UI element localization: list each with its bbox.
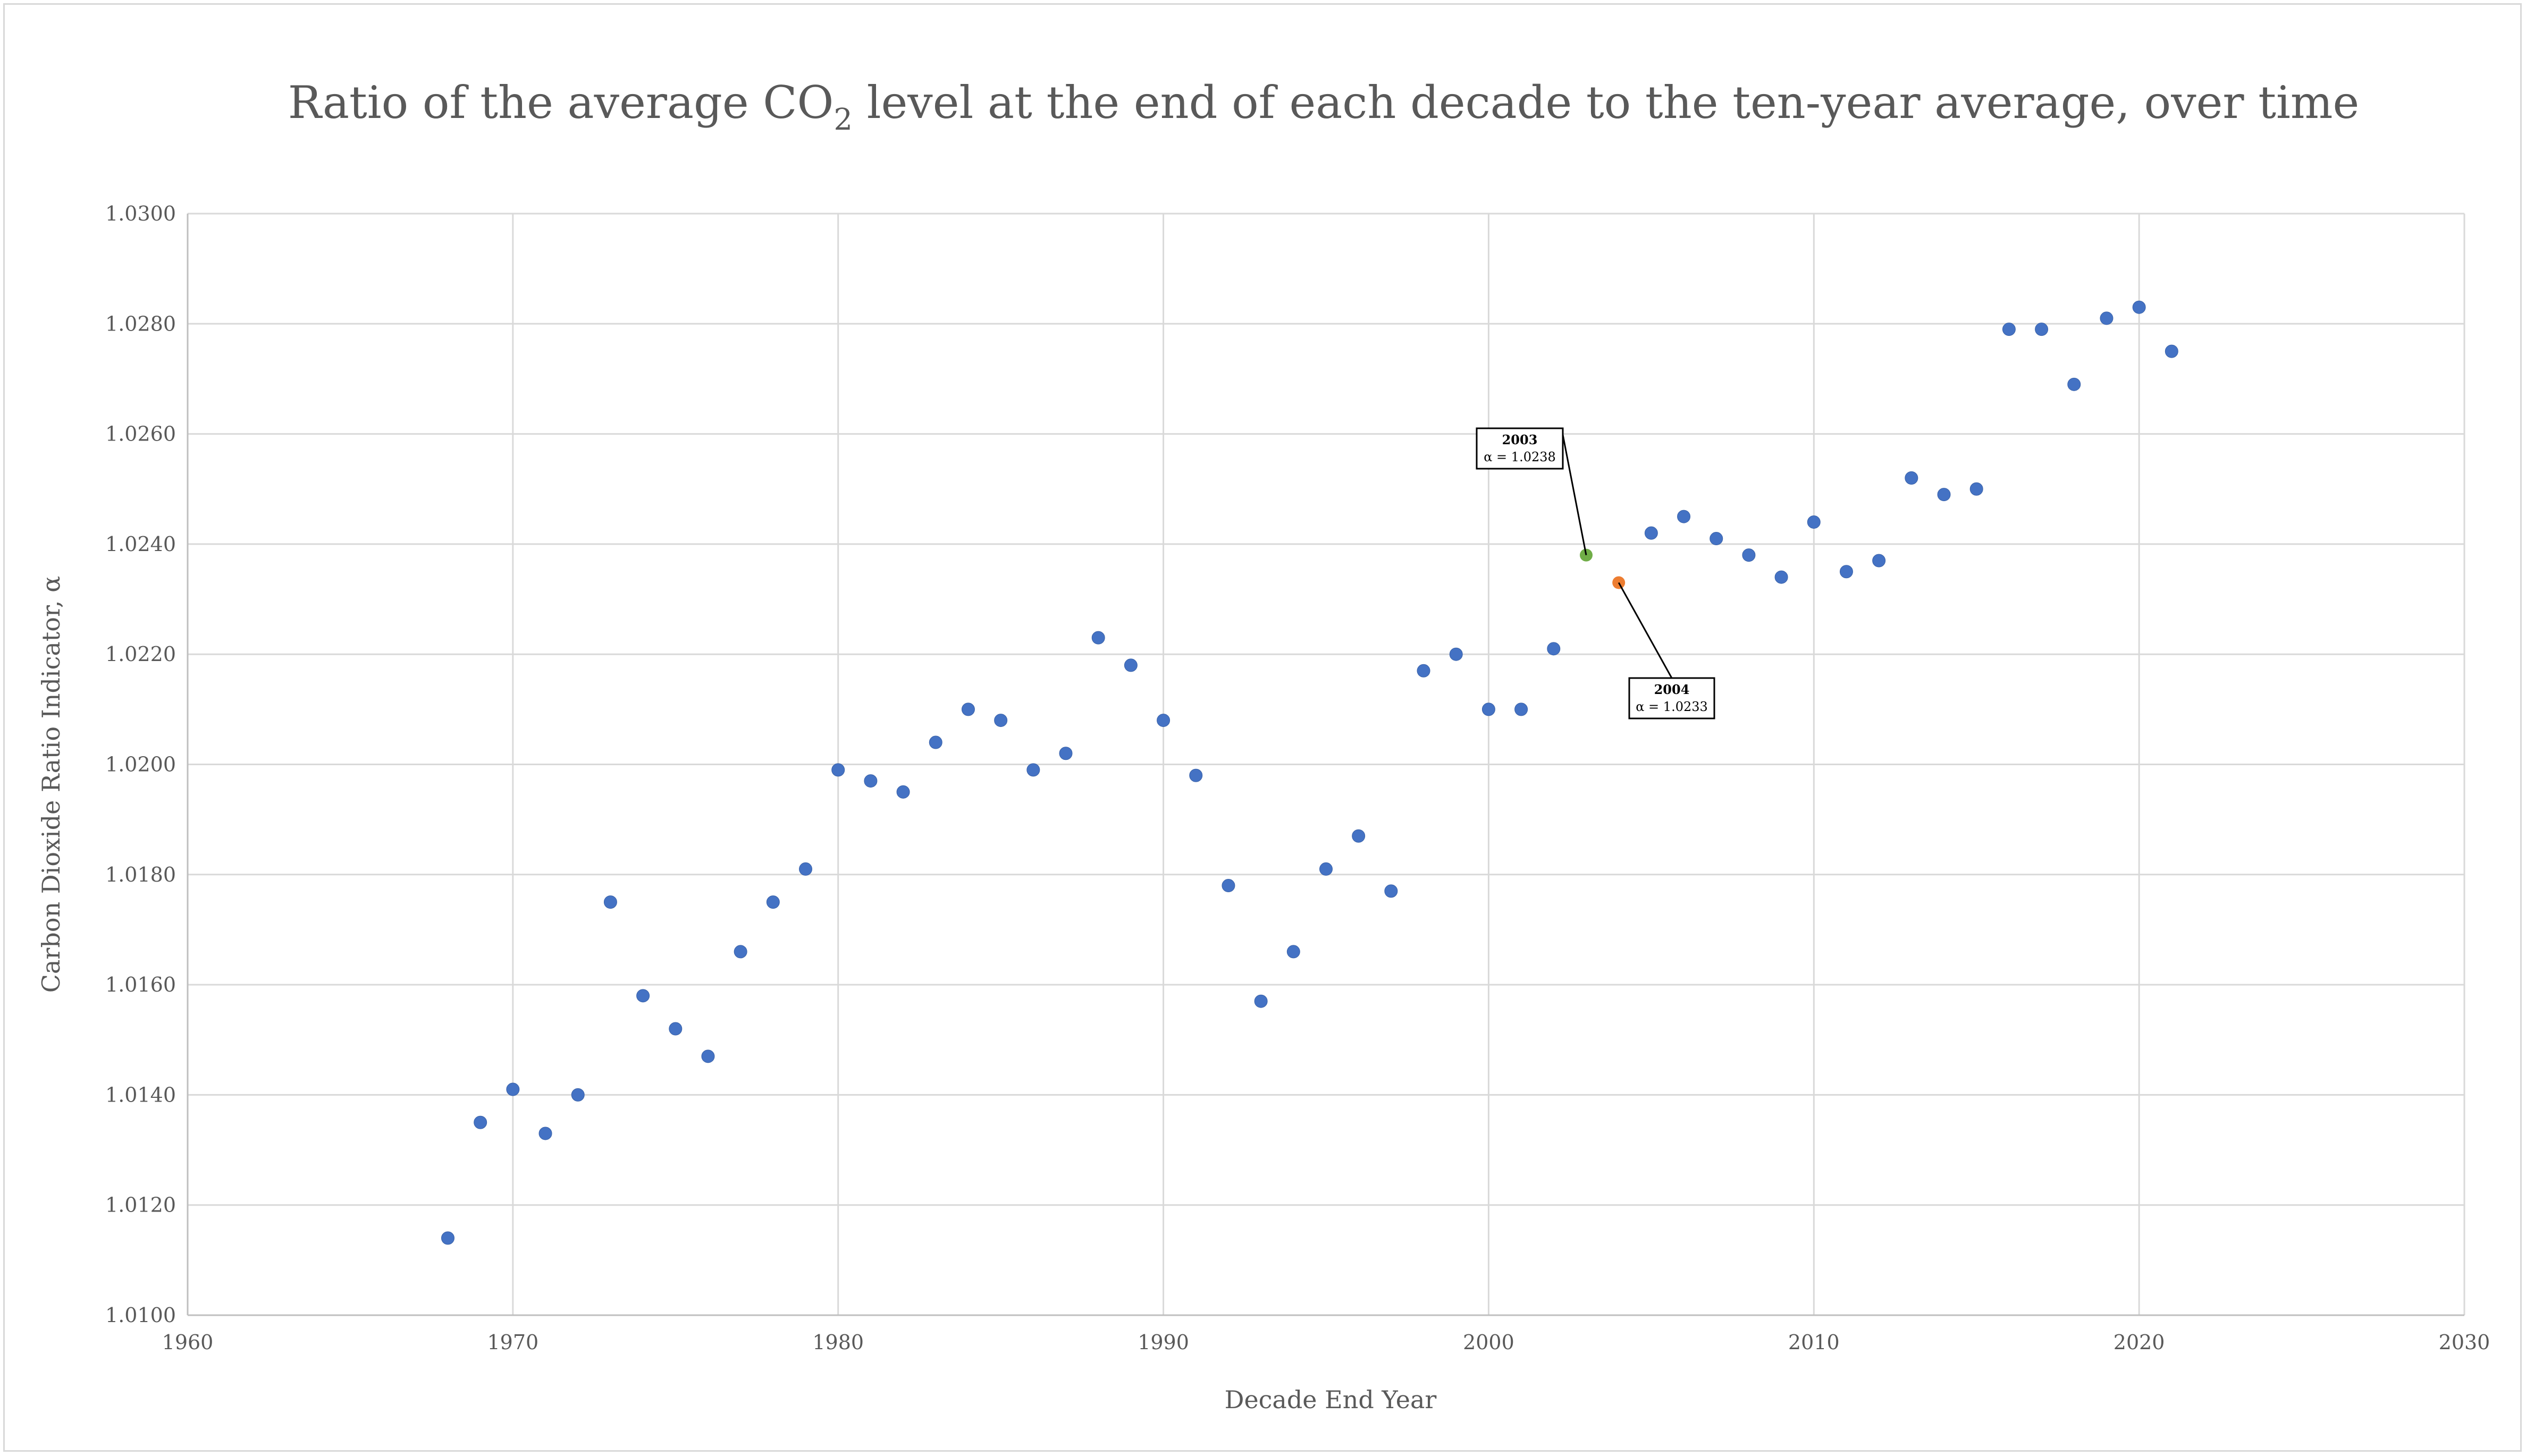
data-point — [896, 785, 910, 799]
data-point — [2165, 344, 2178, 358]
data-point — [603, 895, 617, 909]
data-point — [1124, 658, 1138, 672]
data-point — [701, 1049, 715, 1063]
callout-box — [1628, 677, 1715, 719]
x-tick-label: 2020 — [2114, 1331, 2165, 1354]
data-point — [538, 1127, 552, 1140]
y-tick-label: 1.0200 — [105, 753, 176, 776]
y-tick-label: 1.0120 — [105, 1193, 176, 1217]
callout-value-label: α = 1.0233 — [1636, 699, 1708, 714]
data-point — [474, 1115, 487, 1129]
data-point — [1677, 510, 1691, 523]
data-point — [734, 945, 747, 959]
data-point — [1839, 565, 1853, 579]
data-point — [1937, 488, 1951, 502]
data-point — [2100, 311, 2114, 325]
data-point — [506, 1082, 520, 1096]
data-point — [1059, 747, 1073, 760]
chart-title: Ratio of the average CO2 level at the en… — [288, 77, 2359, 137]
y-tick-label: 1.0220 — [105, 642, 176, 666]
y-tick-label: 1.0280 — [105, 312, 176, 335]
data-point — [961, 702, 975, 716]
data-point — [1352, 829, 1366, 843]
data-point — [1091, 631, 1105, 645]
y-axis-title: Carbon Dioxide Ratio Indicator, α — [37, 576, 65, 993]
data-point — [1514, 702, 1528, 716]
x-tick-label: 2030 — [2439, 1331, 2490, 1354]
chart-title-subscript: 2 — [833, 103, 853, 137]
data-point — [994, 714, 1008, 727]
y-tick-label: 1.0240 — [105, 532, 176, 556]
callout-value-label: α = 1.0238 — [1484, 450, 1556, 464]
data-point — [1807, 515, 1821, 529]
data-point — [1774, 570, 1788, 584]
x-tick-label: 1980 — [812, 1331, 864, 1354]
data-point — [929, 735, 942, 749]
callout-2004: 2004 α = 1.0233 — [1618, 582, 1715, 719]
data-point — [1157, 714, 1171, 727]
callout-year-label: 2003 — [1502, 432, 1538, 447]
callout-2003: 2003 α = 1.0238 — [1476, 427, 1587, 555]
data-point — [571, 1088, 585, 1102]
data-point — [636, 989, 650, 1003]
data-point — [2067, 377, 2081, 391]
data-point — [2132, 300, 2146, 314]
data-point — [799, 862, 813, 876]
chart-title-main: Ratio of the average CO — [288, 77, 834, 129]
callout-box — [1476, 427, 1564, 470]
x-axis-title: Decade End Year — [1225, 1385, 1437, 1414]
data-point — [669, 1022, 683, 1036]
data-point — [1969, 482, 1983, 496]
x-tick-label: 2010 — [1788, 1331, 1840, 1354]
chart-title-tail: level at the end of each decade to the t… — [853, 77, 2359, 129]
data-point — [1710, 532, 1723, 546]
data-point — [1417, 664, 1430, 678]
annotations: 2003 α = 1.0238 2004 α = 1.0233 — [1476, 427, 1715, 719]
y-tick-label: 1.0180 — [105, 863, 176, 886]
y-tick-label: 1.0100 — [105, 1303, 176, 1327]
data-point — [1254, 994, 1268, 1008]
data-point — [1872, 554, 1886, 568]
x-tick-label: 1970 — [487, 1331, 538, 1354]
x-tick-label: 1990 — [1138, 1331, 1189, 1354]
data-point — [1319, 862, 1333, 876]
data-point — [864, 774, 878, 788]
axes — [187, 214, 2464, 1316]
callout-year-label: 2004 — [1654, 682, 1690, 697]
data-point — [2002, 323, 2016, 336]
data-point — [1026, 763, 1040, 777]
x-tick-label: 2000 — [1463, 1331, 1514, 1354]
data-point — [1547, 642, 1561, 656]
data-point — [831, 763, 845, 777]
data-point — [1481, 702, 1495, 716]
y-tick-label: 1.0300 — [105, 202, 176, 225]
chart-frame — [3, 3, 2522, 1452]
data-point — [1449, 647, 1463, 661]
data-point — [1222, 879, 1235, 893]
data-point — [1384, 884, 1398, 898]
callout-leader-line — [1562, 434, 1587, 555]
y-tick-label: 1.0260 — [105, 422, 176, 446]
callout-leader-line — [1618, 582, 1673, 679]
data-point — [1905, 471, 1918, 485]
y-tick-label: 1.0140 — [105, 1083, 176, 1106]
data-point — [2035, 323, 2049, 336]
y-tick-label: 1.0160 — [105, 973, 176, 996]
x-tick-label: 1960 — [162, 1331, 214, 1354]
data-point — [441, 1231, 454, 1245]
data-points — [441, 300, 2178, 1245]
data-point — [1189, 768, 1203, 782]
data-point — [1286, 945, 1300, 959]
tick-labels: 1.0100 1.0120 1.0140 1.0160 1.0180 1.0200 1.02… — [105, 202, 2490, 1354]
gridlines — [187, 213, 2465, 1316]
data-point — [766, 895, 780, 909]
data-point — [1644, 526, 1658, 540]
data-point — [1742, 548, 1756, 562]
